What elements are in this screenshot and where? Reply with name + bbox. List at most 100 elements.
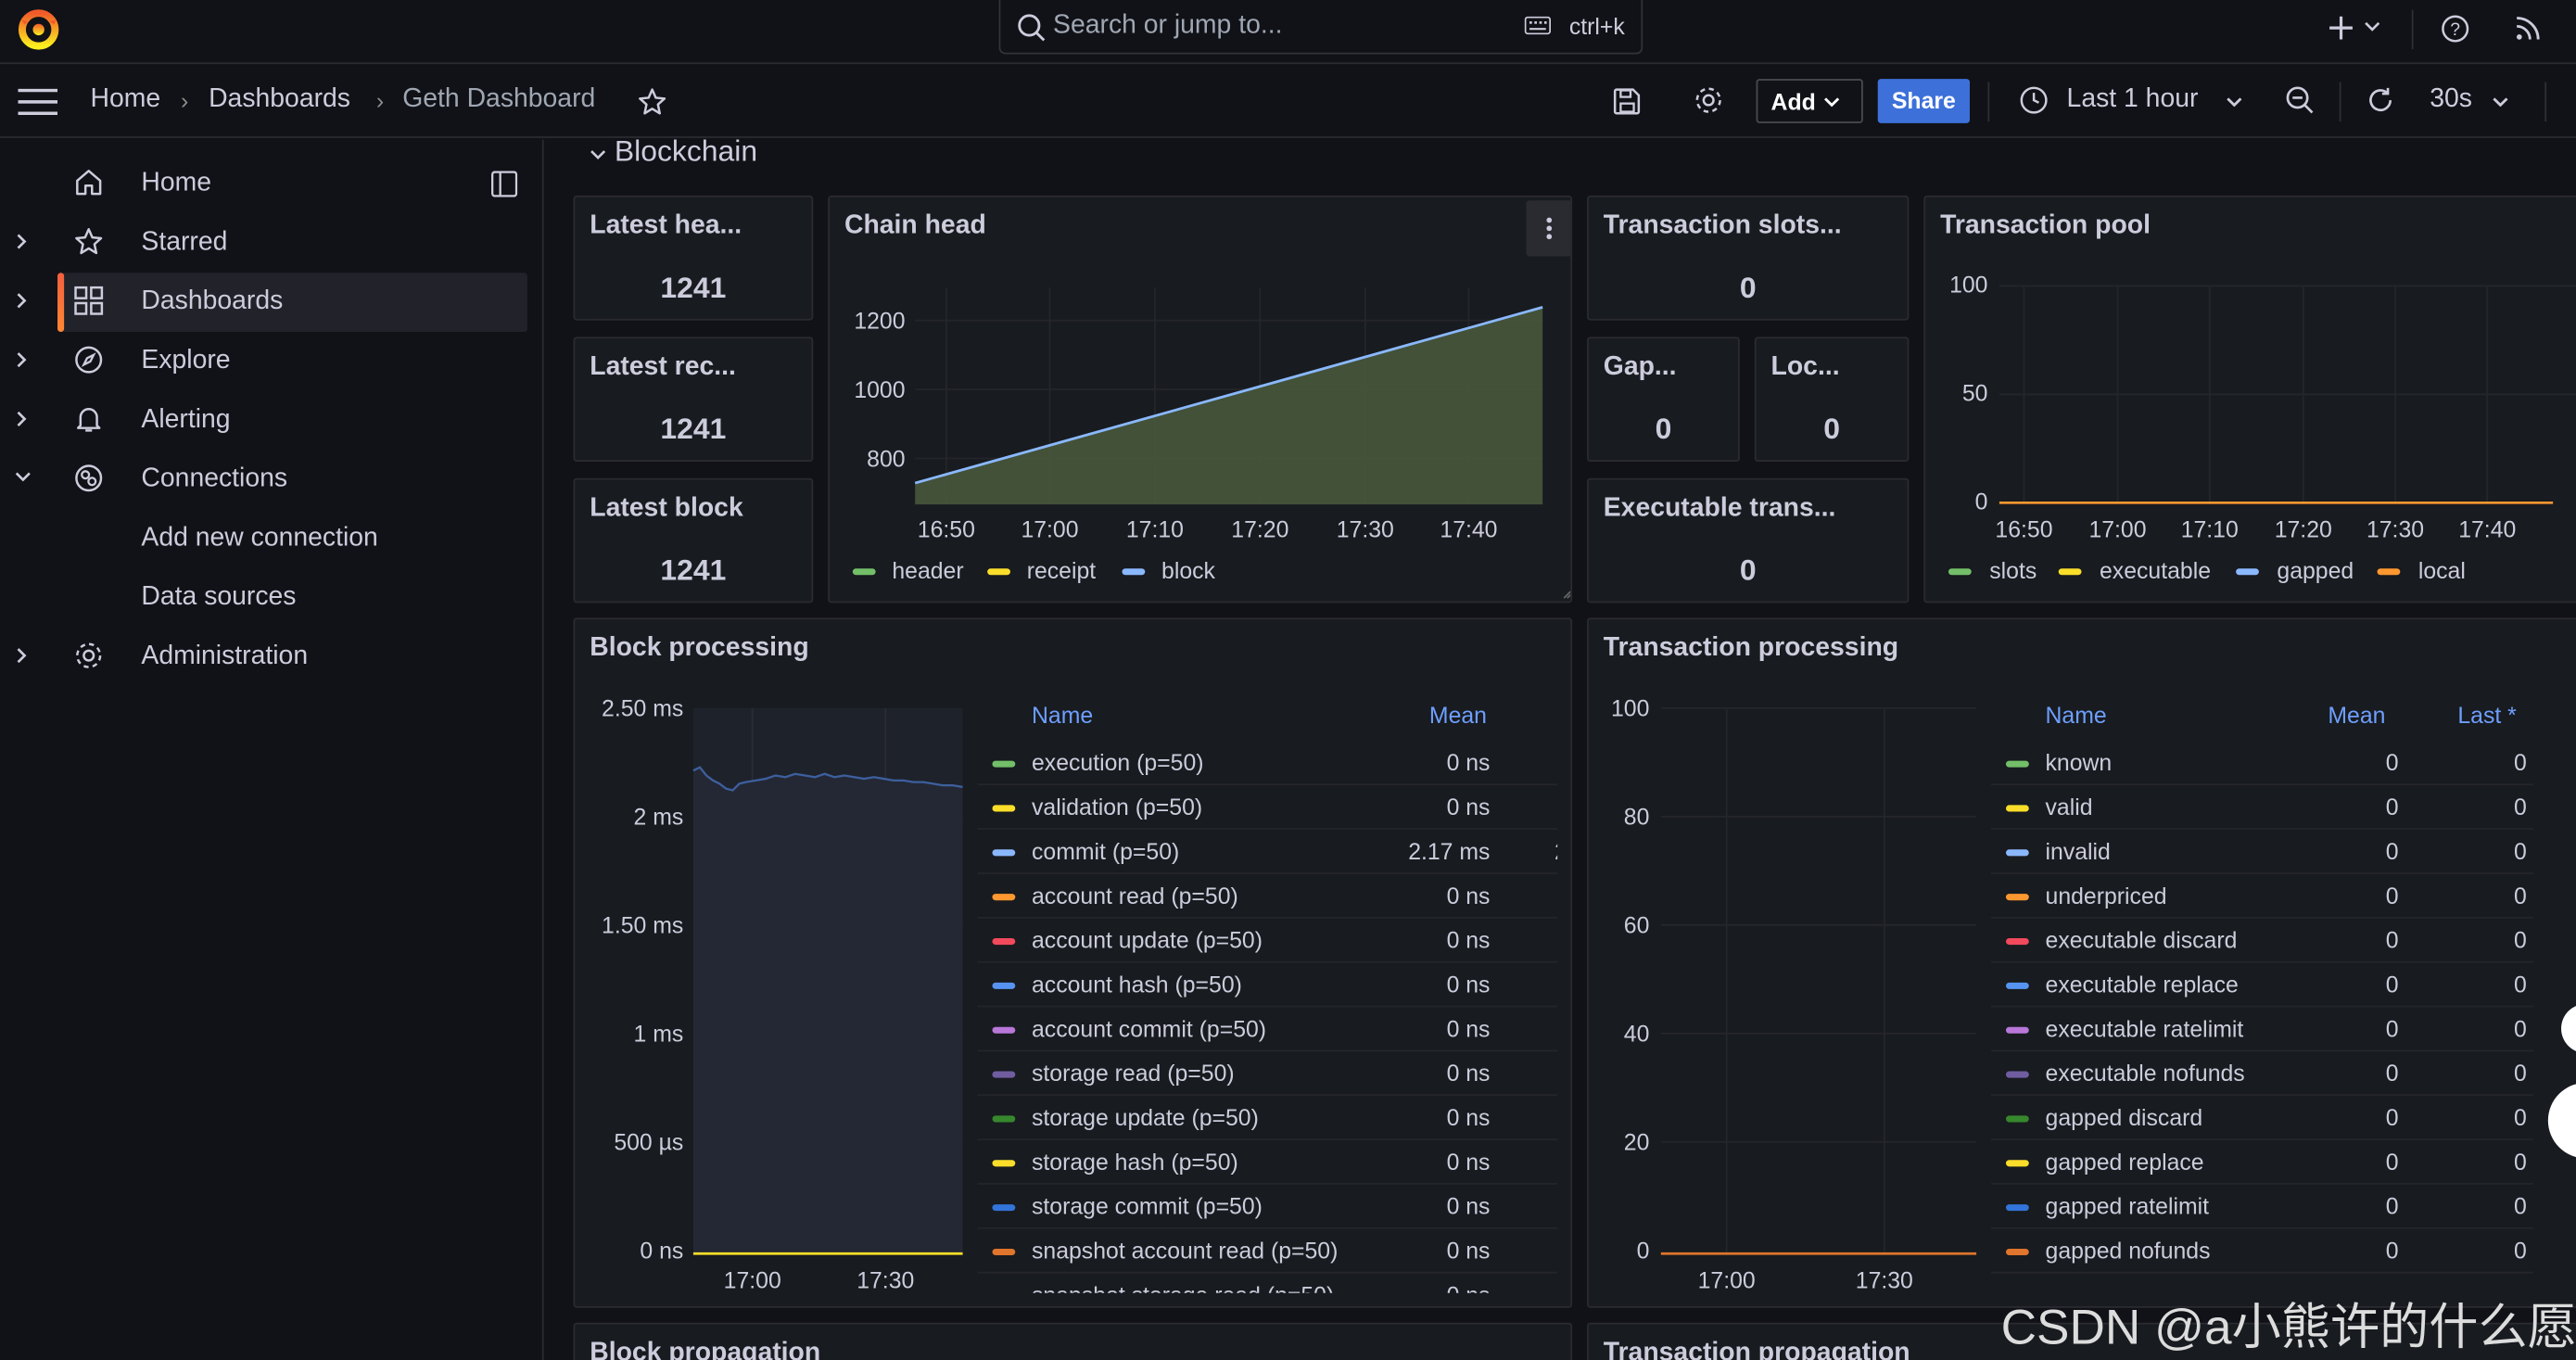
legend-item[interactable]: local (2417, 556, 2466, 584)
settings-gear-icon[interactable] (1694, 85, 1723, 115)
sidebar-item-starred[interactable]: Starred (0, 213, 544, 273)
row-collapse-chevron-icon[interactable] (590, 148, 606, 161)
legend-item[interactable]: receipt (1026, 556, 1097, 584)
legend-row[interactable]: executable discard 0 0 (1991, 919, 2533, 963)
chevron-down-icon[interactable] (2226, 97, 2242, 108)
legend-row[interactable]: executable ratelimit 0 0 (1991, 1007, 2533, 1052)
stat-panel-transaction-slots[interactable]: Transaction slots... 0 (1587, 195, 1910, 321)
legend-item[interactable]: block (1161, 556, 1215, 584)
panel-title: Gap... (1603, 353, 1677, 382)
row-title-blockchain[interactable]: Blockchain (614, 134, 758, 168)
dock-menu-icon[interactable] (491, 171, 518, 197)
legend-row[interactable]: invalid 0 0 (1991, 830, 2533, 874)
time-range-picker[interactable]: Last 1 hour (2066, 85, 2199, 114)
legend-row[interactable]: known 0 0 (1991, 741, 2533, 786)
chevron-down-icon[interactable] (2493, 97, 2509, 108)
stat-panel-latest-header[interactable]: Latest hea... 1241 (573, 195, 814, 321)
panel-transaction-processing[interactable]: Transaction processing 100 80 60 40 20 0… (1587, 617, 2576, 1308)
save-icon[interactable] (1613, 87, 1641, 115)
add-button[interactable]: Add (1756, 79, 1863, 123)
share-button[interactable]: Share (1877, 79, 1970, 123)
breadcrumb-home[interactable]: Home (90, 85, 161, 114)
legend-row[interactable]: valid 0 0 (1991, 785, 2533, 831)
legend-swatch (852, 568, 876, 576)
help-icon[interactable]: ? (2442, 15, 2469, 43)
legend-row[interactable]: account read (p=50) 0 ns (977, 874, 1558, 919)
plus-icon[interactable] (2328, 15, 2387, 41)
news-feed-icon[interactable] (2515, 15, 2541, 41)
legend-row[interactable]: snapshot account read (p=50) 0 ns (977, 1229, 1558, 1274)
legend-row[interactable]: gapped replace 0 0 (1991, 1140, 2533, 1185)
star-icon[interactable] (638, 87, 667, 117)
refresh-icon[interactable] (2366, 85, 2395, 115)
legend-name: storage read (p=50) (1032, 1060, 1235, 1087)
column-header-mean[interactable]: Mean (1428, 701, 1487, 729)
sidebar-item-connections[interactable]: Connections (0, 451, 544, 510)
sidebar-item-explore[interactable]: Explore (0, 332, 544, 391)
legend-row[interactable]: underpriced 0 0 (1991, 874, 2533, 919)
legend-row[interactable]: storage update (p=50) 0 ns (977, 1096, 1558, 1140)
legend-row[interactable]: storage read (p=50) 0 ns (977, 1051, 1558, 1097)
legend-row[interactable]: validation (p=50) 0 ns (977, 785, 1558, 831)
legend-item[interactable]: slots (1989, 556, 2037, 584)
panel-block-propagation[interactable]: Block propagation (573, 1322, 1573, 1360)
zoom-out-icon[interactable] (2285, 85, 2315, 115)
legend-name: underpriced (2045, 882, 2167, 909)
search-bar[interactable]: Search or jump to... ctrl+k (998, 0, 1643, 55)
menu-icon[interactable] (18, 88, 58, 116)
legend-row[interactable]: snapshot storage read (p=50) 0 ns (978, 1274, 1558, 1292)
legend-swatch (2005, 894, 2029, 901)
sidebar-item-alerting[interactable]: Alerting (0, 391, 544, 451)
chevron-right-icon[interactable] (13, 232, 30, 251)
chevron-right-icon[interactable] (13, 350, 30, 369)
column-header-mean[interactable]: Mean (2328, 701, 2386, 729)
sidebar-item-administration[interactable]: Administration (0, 628, 544, 687)
legend-row[interactable]: gapped nofunds 0 0 (1991, 1229, 2533, 1274)
grafana-logo-icon[interactable] (17, 6, 61, 51)
legend-row[interactable]: account update (p=50) 0 ns (977, 919, 1558, 963)
legend-row[interactable]: commit (p=50) 2.17 ms 2 (977, 830, 1558, 874)
column-header-last[interactable]: Last * (2457, 701, 2517, 729)
legend-item[interactable]: header (892, 556, 964, 584)
sidebar-item-dashboards[interactable]: Dashboards (0, 273, 544, 333)
sidebar-item-add-new-connection[interactable]: Add new connection (0, 509, 544, 568)
keyboard-icon (1524, 16, 1552, 35)
legend-name: executable discard (2045, 926, 2238, 953)
column-header-name[interactable]: Name (2045, 701, 2107, 729)
column-header-name[interactable]: Name (1032, 701, 1094, 729)
legend-row[interactable]: executable nofunds 0 0 (1991, 1051, 2533, 1097)
legend-name: valid (2045, 794, 2093, 820)
chevron-right-icon[interactable] (13, 646, 30, 666)
refresh-interval-picker[interactable]: 30s (2430, 85, 2472, 114)
chevron-down-icon[interactable] (13, 468, 32, 485)
stat-panel-latest-block[interactable]: Latest block 1241 (573, 477, 814, 604)
legend-row[interactable]: storage commit (p=50) 0 ns (977, 1185, 1558, 1229)
stat-panel-latest-receipt[interactable]: Latest rec... 1241 (573, 337, 814, 463)
legend-mean-value: 0 ns (1446, 1103, 1491, 1131)
legend-row[interactable]: executable replace 0 0 (1991, 963, 2533, 1008)
chevron-right-icon[interactable] (13, 409, 30, 428)
panel-chain-head[interactable]: Chain head 1200 1000 800 16:50 17:00 17:… (828, 195, 1573, 604)
breadcrumb-dashboards[interactable]: Dashboards (209, 85, 350, 114)
legend-row[interactable]: execution (p=50) 0 ns (977, 741, 1558, 786)
legend-item[interactable]: executable (2099, 556, 2212, 584)
stat-panel-local[interactable]: Loc... 0 (1754, 337, 1910, 463)
legend-row[interactable]: storage hash (p=50) 0 ns (977, 1140, 1558, 1185)
search-input[interactable]: Search or jump to... (1053, 11, 1283, 40)
legend-row[interactable]: gapped ratelimit 0 0 (1991, 1185, 2533, 1229)
legend-row[interactable]: account commit (p=50) 0 ns (977, 1007, 1558, 1052)
chevron-right-icon[interactable] (13, 291, 30, 311)
legend-item[interactable]: gapped (2277, 556, 2354, 584)
stat-panel-gapped[interactable]: Gap... 0 (1587, 337, 1740, 463)
legend-row[interactable]: account hash (p=50) 0 ns (977, 963, 1558, 1008)
floating-widget-button[interactable] (2561, 1003, 2576, 1054)
panel-transaction-pool[interactable]: Transaction pool 100 50 0 16:50 17:00 17… (1923, 195, 2576, 604)
stat-value: 1241 (660, 271, 727, 304)
panel-block-processing[interactable]: Block processing 2.50 ms 2 ms 1.50 ms 1 … (573, 617, 1573, 1308)
sidebar-item-home[interactable]: Home (0, 155, 544, 214)
legend-row[interactable]: gapped discard 0 0 (1991, 1096, 2533, 1140)
stat-panel-executable-transactions[interactable]: Executable trans... 0 (1587, 477, 1910, 604)
panel-menu-button[interactable] (1526, 200, 1571, 257)
panel-transaction-propagation[interactable]: Transaction propagation (1587, 1322, 2576, 1360)
sidebar-item-data-sources[interactable]: Data sources (0, 568, 544, 628)
